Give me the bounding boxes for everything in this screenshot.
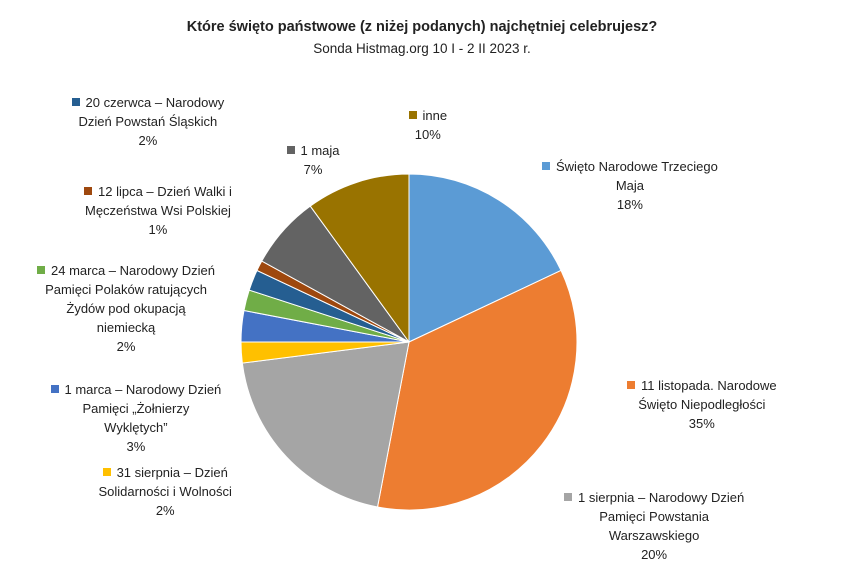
legend-key-swatch [50, 385, 59, 393]
data-label-text: 11 listopada. Narodowe [641, 378, 777, 393]
data-label-text: Wyklętych” [104, 420, 168, 435]
pie-slice-9 [309, 173, 410, 344]
data-label-text: inne [422, 108, 448, 123]
data-label-text: 31 sierpnia – Dzień [116, 465, 228, 480]
data-label-text: 24 marca – Narodowy Dzień [51, 263, 216, 278]
data-label-text: Święto Narodowe Trzeciego [556, 159, 718, 174]
data-label-5: 24 marca – Narodowy Dzień Pamięci Polaków… [37, 261, 215, 356]
data-label-7: 12 lipca – Dzień Walki i Męczeństwa Wsi P… [84, 182, 232, 239]
data-label-text: Dzień Powstań Śląskich [78, 114, 218, 129]
data-label-percent: 20% [641, 547, 668, 562]
data-label-text: 1 marca – Narodowy Dzień [64, 382, 222, 397]
data-label-3: 31 sierpnia – Dzień Solidarności i Wolnoś… [99, 463, 232, 520]
data-label-0: Święto Narodowe Trzeciego Maja 18% [542, 157, 718, 214]
data-label-text: Męczeństwa Wsi Polskiej [84, 203, 231, 218]
data-label-percent: 2% [116, 339, 136, 354]
legend-key-swatch [542, 162, 550, 170]
data-label-text: Żydów pod okupacją [66, 301, 186, 316]
data-label-4: 1 marca – Narodowy Dzień Pamięci „Żołnier… [50, 380, 222, 456]
pie-slice-1 [376, 269, 578, 511]
data-label-text: 20 czerwca – Narodowy [85, 95, 225, 110]
data-label-text: 1 sierpnia – Narodowy Dzień [578, 490, 745, 505]
data-label-text: Warszawskiego [608, 528, 700, 543]
data-label-2: 1 sierpnia – Narodowy Dzień Pamięci Powst… [564, 488, 744, 564]
data-label-percent: 35% [688, 416, 715, 431]
data-label-text: 12 lipca – Dzień Walki i [98, 184, 232, 199]
data-label-percent: 10% [414, 127, 441, 142]
data-label-percent: 3% [126, 439, 146, 454]
data-label-9: inne 10% [408, 106, 448, 144]
data-label-text: Maja [615, 178, 645, 193]
legend-key-swatch [37, 266, 45, 274]
legend-key-swatch [286, 146, 295, 154]
data-label-percent: 2% [155, 503, 175, 518]
pie-slice-2 [241, 341, 410, 508]
data-label-text: Pamięci Powstania [599, 509, 710, 524]
data-label-1: 11 listopada. Narodowe Święto Niepodległo… [627, 376, 777, 433]
data-label-text: niemiecką [96, 320, 156, 335]
legend-key-swatch [84, 187, 92, 195]
data-label-8: 1 maja 7% [286, 141, 340, 179]
data-label-text: 1 maja [300, 143, 340, 158]
legend-key-swatch [564, 493, 572, 501]
legend-key-swatch [71, 98, 80, 106]
legend-key-swatch [408, 111, 417, 119]
chart-subtitle: Sonda Histmag.org 10 I - 2 II 2023 r. [313, 41, 531, 56]
data-label-text: Pamięci Polaków ratujących [45, 282, 207, 297]
data-label-text: Solidarności i Wolności [98, 484, 232, 499]
pie-slice-0 [408, 173, 562, 343]
data-label-text: Pamięci „Żołnierzy [82, 401, 190, 416]
chart-title: Które święto państwowe (z niżej podanych… [186, 19, 658, 35]
legend-key-swatch [102, 468, 111, 476]
data-label-percent: 1% [148, 222, 168, 237]
legend-key-swatch [627, 381, 635, 389]
data-label-6: 20 czerwca – Narodowy Dzień Powstań Śląsk… [71, 93, 225, 150]
data-label-percent: 2% [138, 133, 158, 148]
data-label-text: Święto Niepodległości [638, 397, 766, 412]
data-label-percent: 18% [616, 197, 643, 212]
data-label-percent: 7% [303, 162, 323, 177]
